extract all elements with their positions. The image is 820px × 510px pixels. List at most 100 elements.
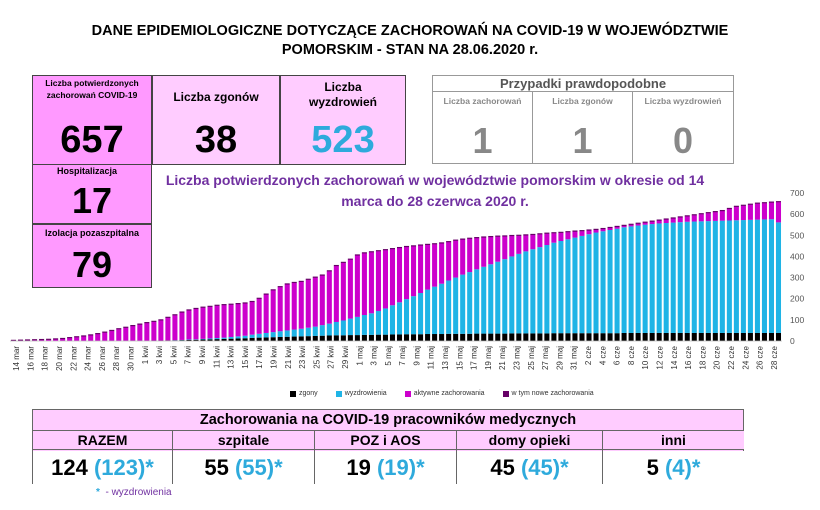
bar-active [382,250,388,309]
bar-active [726,208,732,221]
bar-deaths [319,335,325,341]
bar-new [305,278,311,280]
bar-active [263,294,269,333]
bar-new [775,201,782,203]
bar-recovered [733,220,739,333]
bar-deaths [389,334,396,341]
bar-new [628,223,634,225]
bar-new [39,338,45,341]
bar-recovered [396,302,403,335]
x-tick-label: 7 kwi [184,346,193,364]
bar-active [628,224,634,227]
x-tick-label: 29 maj [555,346,564,370]
hospital-label: Hospitalizacja [57,166,118,176]
x-tick-label: 26 cze [756,345,765,369]
bar-recovered [495,261,501,334]
bar-active [207,306,213,339]
recovered-label: Liczba wyzdrowień [309,80,378,109]
bar-deaths [193,339,199,341]
bar-new [88,334,94,336]
bar-deaths [207,339,213,341]
x-tick-label: 16 cze [684,345,693,369]
bar-recovered [677,222,683,333]
x-tick-label: 4 cze [598,345,607,365]
confirmed-label: Liczba potwierdzonych zachorowań COVID-1… [45,78,139,100]
bar-active [39,339,45,341]
bar-new [481,236,487,238]
bar-active [333,265,339,322]
bar-recovered [537,247,543,334]
bar-active [509,235,515,257]
legend-item-active: aktywne zachorowania [404,390,485,397]
legend-item-new: w tym nowe zachorowania [502,390,594,397]
bar-active [656,220,662,224]
bar-deaths [221,338,227,341]
medical-col-poz: POZ i AOS 19 (19)* [315,431,457,484]
bar-new [298,280,304,282]
bar-deaths [228,338,234,341]
bar-active [193,308,199,340]
bar-active [572,231,578,238]
bar-recovered [530,249,536,334]
bar-recovered [593,232,599,334]
bar-new [446,241,452,243]
bar-active [551,233,557,243]
bar-new [684,215,690,217]
x-tick-label: 15 maj [455,346,464,370]
bar-deaths [635,332,641,341]
bar-new [698,213,704,215]
bar-deaths [670,332,676,341]
bar-new [25,339,31,341]
bar-active [284,284,290,331]
bar-new [551,232,557,234]
bar-recovered [579,235,585,334]
bar-deaths [726,332,732,341]
bar-active [277,287,283,332]
bar-new [726,207,732,210]
bar-new [579,230,585,232]
bar-active [32,340,38,341]
bar-deaths [537,333,543,341]
medical-col-hospitals: szpitale 55 (55)* [173,431,315,484]
bar-active [719,210,725,221]
bar-new [754,202,760,204]
bar-deaths [649,332,655,341]
bar-deaths [621,332,627,341]
x-tick-label: 14 cze [670,345,679,369]
bar-recovered [509,256,515,334]
bar-recovered [460,274,466,334]
bar-new [375,250,381,252]
confirmed-value: 657 [60,119,124,161]
bar-deaths [523,333,529,341]
bar-recovered [747,219,753,333]
bar-deaths [396,334,403,341]
recovered-value: 523 [311,119,375,161]
x-tick-label: 28 mar [112,346,121,371]
y-tick-label: 500 [790,230,804,240]
x-tick-label: 3 kwi [155,346,164,364]
bar-deaths [382,334,388,341]
x-tick-label: 2 cze [584,345,593,365]
x-tick-label: 6 cze [613,345,622,365]
confirmed-box: Liczba potwierdzonych zachorowań COVID-1… [32,75,152,165]
y-tick-label: 400 [790,251,804,261]
bar-new [361,252,367,254]
bar-recovered [712,220,718,333]
x-tick-label: 27 kwi [327,346,336,369]
bar-deaths [558,333,564,341]
bar-deaths [333,335,339,341]
footnote: * - wyzdrowienia [96,487,172,498]
bar-deaths [368,334,374,341]
bar-active [747,204,753,220]
bar-active [593,229,599,233]
x-tick-label: 27 maj [541,346,550,370]
bar-recovered [411,296,417,335]
bar-deaths [340,335,346,341]
bar-new [165,316,171,318]
bar-new [677,216,683,218]
x-tick-label: 10 cze [641,345,650,369]
bar-active [172,315,178,341]
bar-active [418,245,424,293]
x-tick-label: 20 mar [55,346,64,371]
bar-active [516,235,522,254]
